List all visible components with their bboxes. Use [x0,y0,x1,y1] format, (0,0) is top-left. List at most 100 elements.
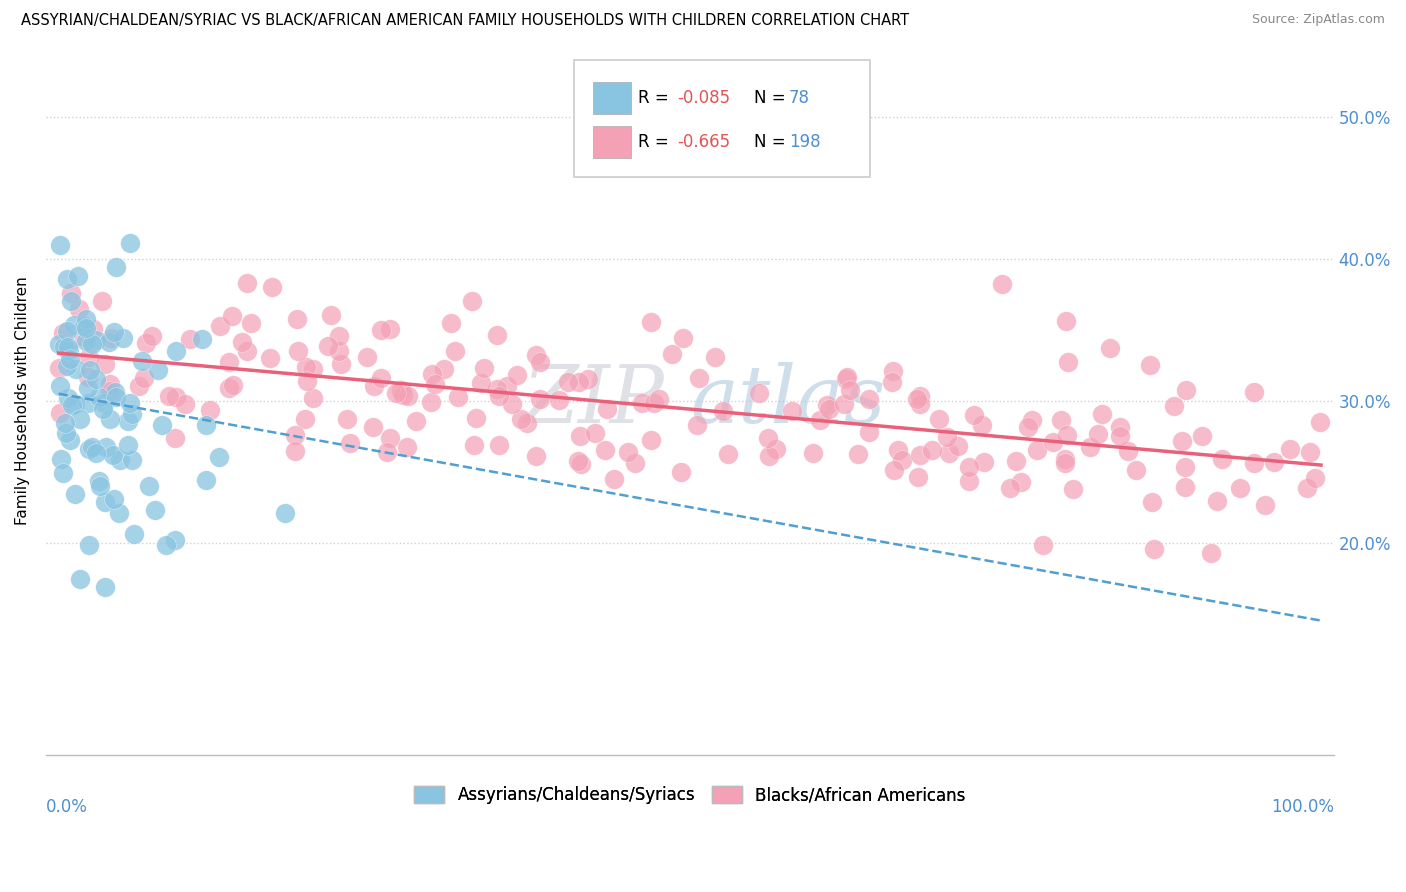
Point [77,351,100,365]
Point [801,446,824,460]
Point [59,351,82,366]
Point [56,271,79,285]
Point [328,328,350,343]
Point [231,334,253,349]
Point [887,442,910,457]
Point [516,416,538,430]
Point [425,376,447,391]
Point [77,381,100,395]
Point [55,359,77,373]
Point [957,474,980,488]
Point [647,392,669,406]
Point [361,419,384,434]
Point [835,372,858,386]
Point [104,384,127,399]
Point [235,344,257,359]
Point [832,397,855,411]
Point [1056,428,1078,442]
Point [488,438,510,452]
Point [48,337,70,351]
Point [98,412,121,426]
Point [704,351,727,365]
Point [84,446,107,460]
Point [1303,471,1326,485]
Point [195,417,218,432]
Point [756,431,779,445]
Point [557,375,579,389]
Point [79,362,101,376]
Point [221,310,243,324]
Point [222,378,245,392]
Point [711,404,734,418]
Point [87,474,110,488]
Point [1021,413,1043,427]
Point [49,406,72,420]
Point [1199,546,1222,560]
Point [65,397,87,411]
Point [69,411,91,425]
Text: N =: N = [754,89,792,107]
Point [97,334,120,349]
Point [780,403,803,417]
Point [90,293,112,308]
Point [60,286,83,301]
Point [131,354,153,368]
Point [73,330,96,344]
Point [339,435,361,450]
Point [496,378,519,392]
Point [58,343,80,357]
Point [89,479,111,493]
Point [396,389,419,403]
Point [1080,440,1102,454]
Point [1017,419,1039,434]
Text: 0.0%: 0.0% [46,798,87,816]
Point [319,308,342,322]
Point [569,458,592,472]
Point [1163,399,1185,413]
Text: R =: R = [638,133,675,151]
Point [75,321,97,335]
Point [301,392,323,406]
Point [132,371,155,385]
Point [91,401,114,416]
Point [688,371,710,385]
Point [1309,415,1331,429]
Point [447,390,470,404]
Point [717,448,740,462]
Point [155,538,177,552]
Point [100,331,122,345]
Point [583,426,606,441]
Point [938,446,960,460]
Point [1057,354,1080,368]
Point [1174,480,1197,494]
Point [389,383,412,397]
Point [422,367,444,381]
Point [287,344,309,359]
Point [259,351,281,366]
Point [643,395,665,409]
Point [1243,456,1265,470]
Point [392,387,415,401]
Point [330,357,353,371]
Point [65,362,87,376]
Point [370,323,392,337]
Point [624,456,647,470]
Point [117,414,139,428]
Point [65,486,87,500]
Point [444,343,467,358]
Point [486,382,509,396]
Point [1243,385,1265,400]
Point [77,538,100,552]
Point [163,431,186,445]
Point [908,396,931,410]
Point [837,370,859,384]
Point [488,389,510,403]
Point [295,360,318,375]
Point [593,443,616,458]
Point [218,382,240,396]
Text: ASSYRIAN/CHALDEAN/SYRIAC VS BLACK/AFRICAN AMERICAN FAMILY HOUSEHOLDS WITH CHILDR: ASSYRIAN/CHALDEAN/SYRIAC VS BLACK/AFRICA… [21,13,910,29]
Point [284,443,307,458]
Point [890,453,912,467]
FancyBboxPatch shape [574,61,870,178]
Point [157,389,180,403]
